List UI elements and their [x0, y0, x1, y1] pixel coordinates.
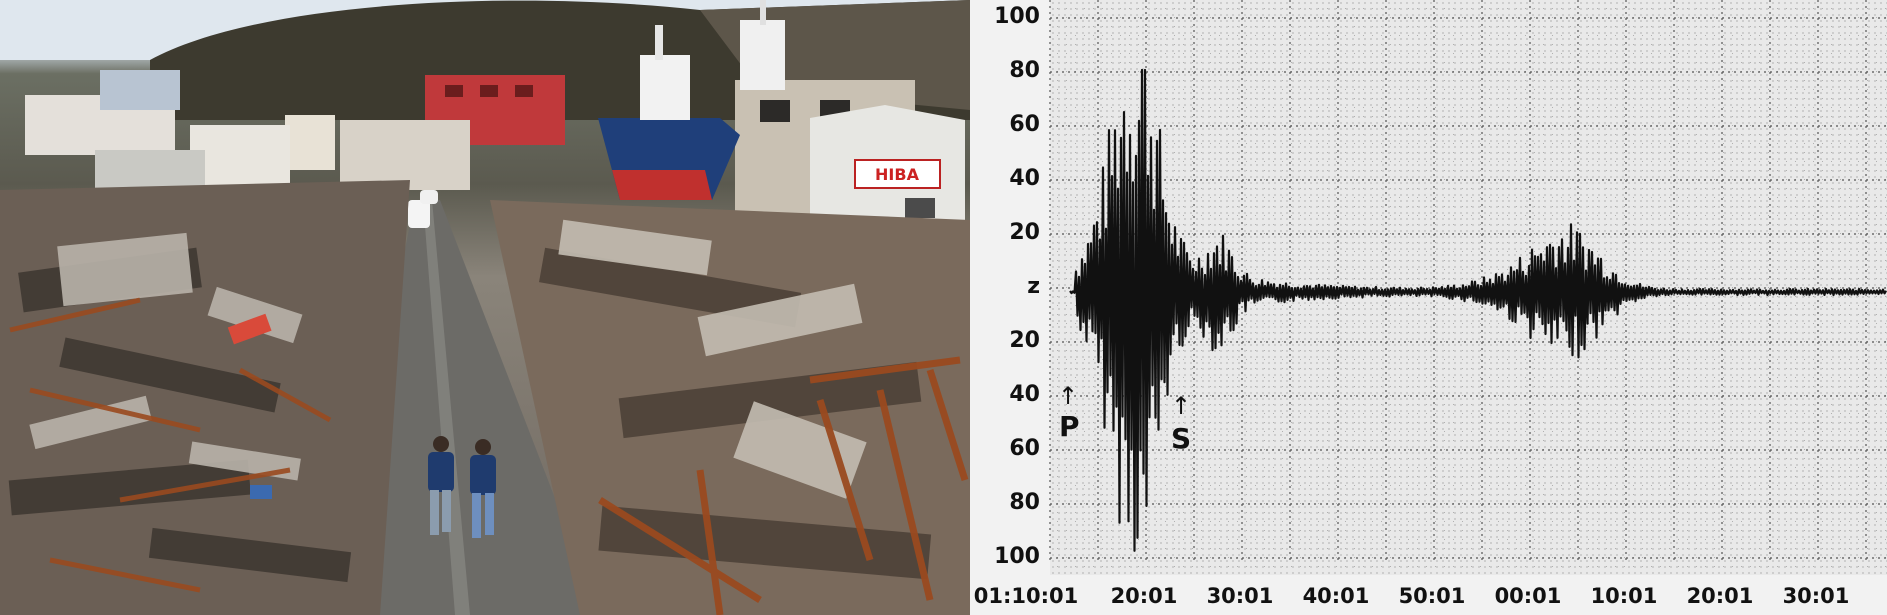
s-wave-arrow-icon: ↑ [1171, 392, 1191, 420]
y-tick-label: z [974, 274, 1040, 299]
tsunami-aftermath-photo: HIBA [0, 0, 970, 615]
p-wave-label: P [1059, 410, 1080, 443]
x-tick-label: 40:01 [1281, 584, 1391, 608]
s-wave-label: S [1171, 422, 1191, 455]
photo-illustration: HIBA [0, 0, 970, 615]
p-wave-arrow-icon: ↑ [1058, 382, 1078, 410]
seismogram-graphics [970, 0, 1887, 615]
y-tick-label: 20 [974, 220, 1040, 245]
y-tick-label: 40 [974, 166, 1040, 191]
x-tick-label: 30:01 [1185, 584, 1295, 608]
x-tick-label: 20:01 [1665, 584, 1775, 608]
y-tick-label: 20 [974, 328, 1040, 353]
y-tick-label: 60 [974, 112, 1040, 137]
y-tick-label: 100 [974, 4, 1040, 29]
x-tick-label: 00:01 [1473, 584, 1583, 608]
x-tick-label: 01:10:01 [971, 584, 1081, 608]
y-tick-label: 40 [974, 382, 1040, 407]
y-tick-label: 80 [974, 490, 1040, 515]
seismogram-panel: 100 80 60 40 20 z 20 40 60 80 100 01:10:… [970, 0, 1887, 615]
y-tick-label: 60 [974, 436, 1040, 461]
y-tick-label: 80 [974, 58, 1040, 83]
x-tick-label: 30:01 [1761, 584, 1871, 608]
x-tick-label: 10:01 [1569, 584, 1679, 608]
building-sign-text: HIBA [875, 165, 920, 184]
x-tick-label: 50:01 [1377, 584, 1487, 608]
seismogram-trace [1070, 70, 1886, 551]
x-tick-label: 20:01 [1089, 584, 1199, 608]
y-tick-label: 100 [974, 544, 1040, 569]
